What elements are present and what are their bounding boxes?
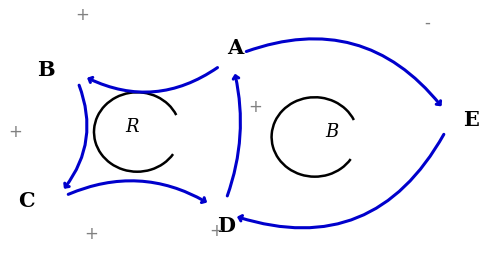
Text: D: D bbox=[217, 216, 235, 236]
Text: +: + bbox=[210, 222, 224, 240]
Text: +: + bbox=[8, 123, 22, 141]
Text: +: + bbox=[75, 6, 89, 24]
Text: B: B bbox=[37, 60, 55, 80]
Text: -: - bbox=[424, 14, 430, 32]
Text: B: B bbox=[325, 123, 338, 141]
Text: +: + bbox=[248, 98, 262, 116]
Text: +: + bbox=[84, 225, 98, 243]
Text: A: A bbox=[228, 38, 244, 58]
Text: C: C bbox=[18, 191, 35, 211]
Text: E: E bbox=[463, 110, 478, 130]
Text: R: R bbox=[126, 118, 139, 136]
